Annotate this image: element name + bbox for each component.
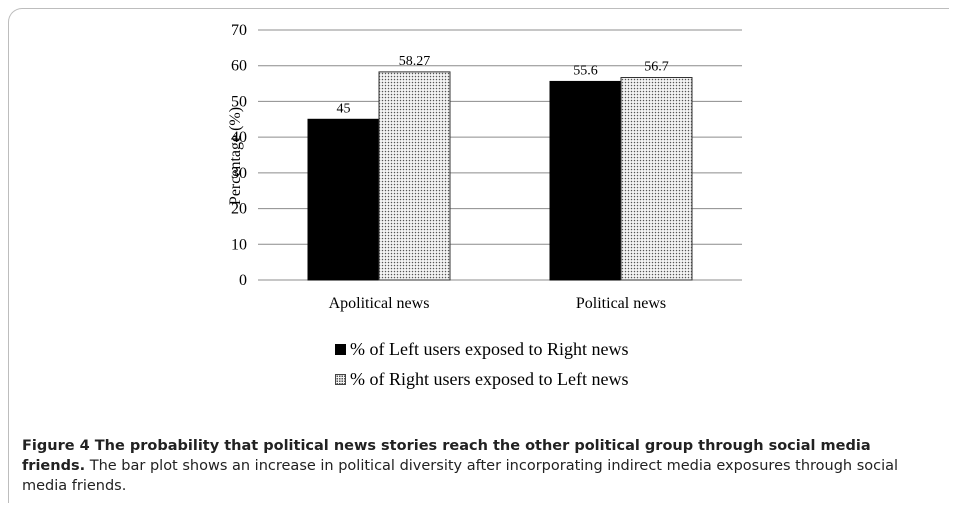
data-label-0-1: 58.27 bbox=[399, 54, 431, 69]
figure-caption: Figure 4 The probability that political … bbox=[22, 436, 932, 496]
legend-swatch-dotted bbox=[335, 373, 346, 385]
y-tick-label-1: 10 bbox=[231, 236, 247, 253]
chart-legend: % of Left users exposed to Right news % … bbox=[335, 334, 628, 394]
data-labels: 45 58.27 55.6 56.7 bbox=[337, 54, 669, 116]
y-tick-label-5: 50 bbox=[231, 93, 247, 110]
bar-1-0 bbox=[549, 80, 622, 281]
x-tick-label-1: Political news bbox=[576, 295, 666, 312]
y-tick-label-7: 70 bbox=[231, 22, 247, 39]
bar-1-1 bbox=[620, 77, 693, 281]
y-tick-label-4: 40 bbox=[231, 129, 247, 146]
caption-text: The bar plot shows an increase in politi… bbox=[22, 458, 899, 494]
bar-chart: 0 10 20 30 40 50 60 70 45 58.27 55.6 56.7 Apolitic… bbox=[227, 22, 742, 312]
data-label-1-1: 56.7 bbox=[644, 60, 669, 75]
y-tick-label-2: 20 bbox=[231, 201, 247, 218]
legend-item-right-users: % of Right users exposed to Left news bbox=[335, 364, 628, 394]
x-tick-labels: Apolitical news Political news bbox=[329, 295, 667, 312]
legend-item-left-users: % of Left users exposed to Right news bbox=[335, 334, 628, 364]
y-tick-label-0: 0 bbox=[239, 272, 247, 289]
data-label-0-0: 45 bbox=[337, 101, 351, 116]
y-tick-labels: 0 10 20 30 40 50 60 70 bbox=[231, 22, 247, 289]
y-tick-label-3: 30 bbox=[231, 165, 247, 182]
legend-label-left-users: % of Left users exposed to Right news bbox=[350, 338, 629, 359]
bars bbox=[307, 71, 693, 281]
data-label-1-0: 55.6 bbox=[573, 63, 598, 78]
legend-swatch-black bbox=[335, 343, 346, 355]
caption-title: Figure 4 The probability that political … bbox=[22, 438, 871, 474]
bar-0-1 bbox=[378, 71, 451, 281]
x-tick-label-0: Apolitical news bbox=[329, 295, 430, 312]
bar-0-0 bbox=[307, 118, 380, 281]
y-axis-label: Percentage (%) bbox=[227, 107, 244, 205]
legend-label-right-users: % of Right users exposed to Left news bbox=[350, 368, 629, 389]
figure-frame bbox=[8, 8, 949, 503]
y-tick-label-6: 60 bbox=[231, 58, 247, 75]
